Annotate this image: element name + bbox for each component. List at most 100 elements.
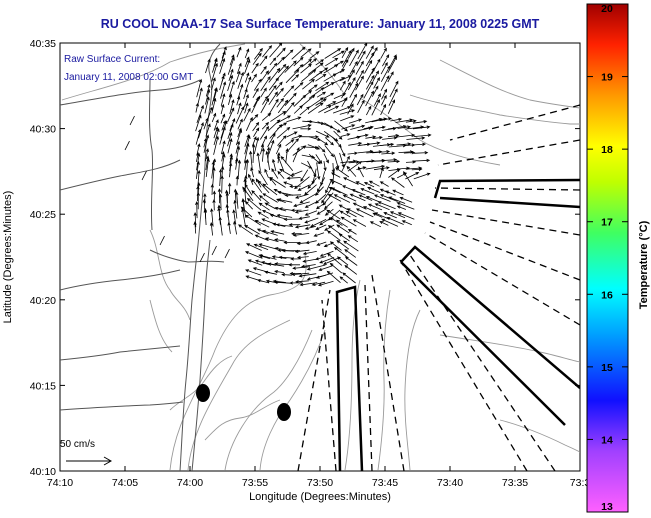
- current-vector: [247, 259, 263, 266]
- current-vector: [380, 103, 386, 116]
- current-vector: [341, 49, 352, 67]
- current-vector: [227, 138, 233, 154]
- current-vector: [335, 167, 350, 178]
- current-vector: [235, 128, 243, 146]
- current-vector: [219, 126, 226, 145]
- current-vector: [325, 179, 333, 194]
- current-vector: [379, 221, 389, 226]
- current-vector: [275, 143, 282, 155]
- current-vector: [290, 170, 303, 176]
- current-vector: [328, 187, 341, 194]
- current-vector: [296, 255, 309, 260]
- current-vector: [307, 144, 321, 150]
- current-vector: [274, 238, 286, 242]
- current-vector: [317, 137, 329, 146]
- current-vector: [278, 255, 294, 260]
- current-vector: [204, 96, 210, 114]
- current-vector: [379, 181, 389, 187]
- current-vector: [244, 48, 250, 59]
- current-vector: [267, 262, 285, 267]
- current-vector: [318, 265, 333, 271]
- current-vector: [309, 70, 323, 82]
- current-vector: [327, 225, 343, 236]
- current-vector: [325, 101, 337, 107]
- current-vector: [254, 234, 269, 241]
- current-vector: [305, 240, 317, 245]
- current-vector: [356, 133, 369, 138]
- current-vector: [290, 208, 302, 212]
- current-vector: [264, 270, 277, 275]
- current-vector: [304, 225, 316, 230]
- current-vector: [324, 201, 333, 210]
- x-axis-ticks: 74:10 74:05 74:00 73:55 73:50 73:45 73:40 73:35…: [47, 43, 591, 489]
- current-vector: [356, 50, 366, 67]
- current-vector: [237, 118, 243, 130]
- current-vector: [228, 68, 234, 82]
- current-vector: [293, 56, 304, 67]
- current-vector: [382, 54, 390, 67]
- current-vector: [298, 273, 317, 278]
- current-vector: [366, 105, 372, 116]
- current-vector: [347, 151, 359, 155]
- current-vector: [262, 193, 278, 203]
- current-vector: [261, 121, 270, 130]
- current-vector: [336, 224, 350, 234]
- y-tick-label: 40:20: [30, 295, 56, 307]
- shipping-lanes: [335, 178, 580, 471]
- current-vector: [324, 122, 341, 133]
- current-vector: [245, 116, 253, 131]
- current-vector: [254, 219, 270, 228]
- current-vector: [381, 158, 398, 162]
- current-vector: [250, 167, 254, 178]
- current-vector: [227, 123, 234, 140]
- current-vector: [318, 105, 332, 113]
- current-vector: [301, 69, 317, 82]
- current-vector: [403, 151, 416, 155]
- current-vector: [276, 126, 291, 139]
- current-vector: [209, 221, 214, 236]
- current-vector: [365, 45, 374, 59]
- current-vector: [331, 187, 348, 196]
- current-vector: [277, 155, 285, 172]
- current-vector: [228, 93, 233, 106]
- colorbar-tick-label: 19: [601, 72, 613, 84]
- current-vector: [210, 183, 214, 195]
- x-tick-label: 73:3: [570, 477, 591, 489]
- current-vector: [345, 210, 357, 218]
- current-vector: [340, 58, 349, 74]
- current-vector: [329, 179, 343, 186]
- current-vector: [373, 76, 380, 89]
- current-vector: [253, 243, 269, 250]
- current-vector: [227, 74, 234, 92]
- current-vector: [244, 214, 262, 226]
- current-vector: [286, 176, 301, 180]
- current-vector: [344, 249, 357, 258]
- current-vector: [210, 208, 214, 227]
- current-vector: [319, 257, 335, 264]
- current-vector: [233, 188, 238, 203]
- current-vector: [264, 202, 276, 210]
- current-vector: [283, 181, 293, 186]
- current-vector: [362, 206, 375, 212]
- current-vector: [285, 69, 300, 84]
- y-axis-ticks: 40:10 40:15 40:20 40:25 40:30 40:35: [30, 38, 580, 478]
- current-vector: [397, 125, 412, 129]
- current-vector: [197, 87, 203, 106]
- current-vector: [227, 56, 235, 75]
- current-vector: [253, 78, 262, 91]
- current-vector: [199, 252, 205, 263]
- current-vector: [291, 74, 300, 82]
- current-vector: [213, 126, 219, 139]
- current-vector: [244, 183, 253, 196]
- current-vector: [227, 107, 235, 123]
- page-title: RU COOL NOAA-17 Sea Surface Temperature:…: [100, 17, 540, 31]
- current-vector: [319, 250, 334, 257]
- current-vector: [196, 78, 203, 98]
- current-vector: [343, 240, 359, 252]
- current-vector: [356, 69, 364, 84]
- current-vector: [220, 81, 227, 99]
- current-vector: [329, 241, 342, 251]
- current-vector: [329, 217, 343, 226]
- current-vector: [348, 141, 363, 146]
